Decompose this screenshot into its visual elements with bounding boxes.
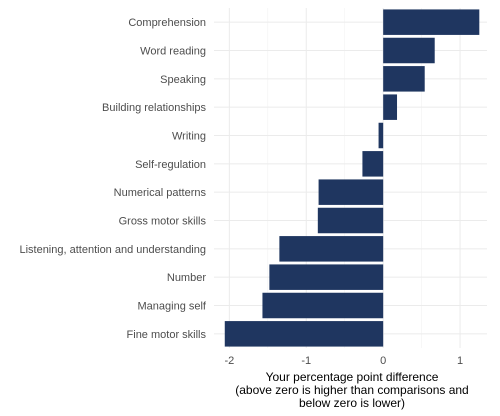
category-label: Fine motor skills [127,329,207,341]
bar [378,122,384,149]
x-tick-labels: -2 -1 0 1 [224,355,463,367]
category-labels: Comprehension Word reading Speaking Buildin… [19,17,206,341]
bar [383,37,435,64]
category-label: Writing [172,131,206,143]
x-axis-title-line-1: Your percentage point difference [266,370,439,384]
category-label: Gross motor skills [119,216,207,228]
category-label: Number [167,272,206,284]
category-label: Listening, attention and understanding [19,244,206,256]
x-tick-label: -1 [301,355,311,367]
x-tick-label: 0 [380,355,386,367]
bar [262,292,384,319]
bar [362,151,384,177]
x-tick-label: -2 [224,355,234,367]
x-axis-title-line-2: (above zero is higher than comparisons a… [235,383,468,397]
category-label: Numerical patterns [114,187,207,199]
category-label: Self-regulation [135,159,206,171]
x-axis-title-line-3: below zero is lower) [299,396,405,410]
bar [383,94,398,120]
category-label: Building relationships [102,102,206,114]
bar [383,9,480,35]
category-label: Speaking [160,74,206,86]
bar [317,207,384,234]
x-tick-label: 1 [457,355,463,367]
bar [383,66,425,92]
bar [318,179,384,205]
category-label: Word reading [140,46,206,58]
bar [224,321,384,347]
bar [269,264,384,290]
category-label: Managing self [138,301,207,313]
bar [279,236,384,262]
category-label: Comprehension [128,17,206,29]
bars [224,9,480,347]
